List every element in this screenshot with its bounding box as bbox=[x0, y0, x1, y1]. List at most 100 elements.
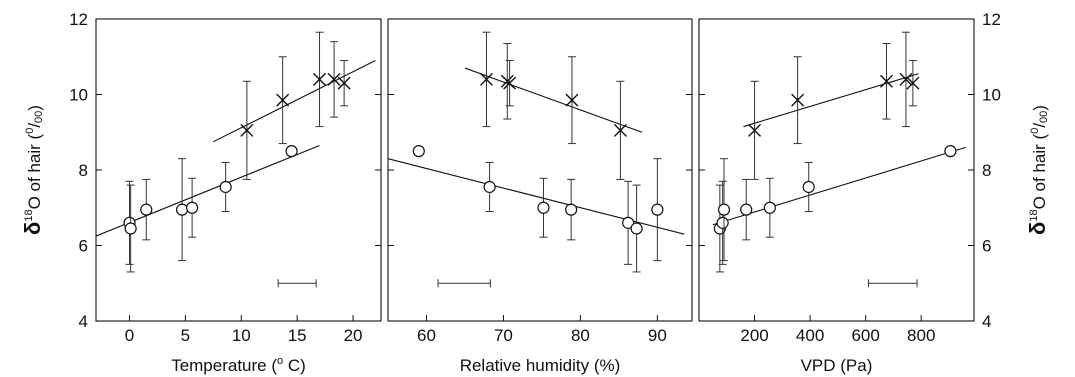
y-tick-label: 8 bbox=[79, 161, 88, 180]
y-axis-label-text: ) bbox=[25, 105, 44, 111]
y-tick-label: 10 bbox=[69, 86, 88, 105]
x-axis-label-text: C) bbox=[283, 356, 306, 375]
y-tick-label: 6 bbox=[982, 237, 991, 256]
y-tick-label: 10 bbox=[982, 86, 1001, 105]
x-tick-label: 80 bbox=[571, 326, 590, 345]
data-point-cross bbox=[906, 76, 920, 90]
data-point-cross bbox=[327, 72, 341, 86]
y-axis-label: δ18O of hair (0/00) bbox=[20, 105, 45, 235]
data-point-cross-stroke bbox=[337, 76, 351, 90]
data-point-cross-stroke bbox=[791, 93, 805, 107]
y-axis-label-superscript: 18 bbox=[23, 209, 35, 221]
data-point-circle bbox=[740, 203, 753, 216]
data-point-circle bbox=[717, 203, 731, 216]
data-point-cross bbox=[748, 123, 762, 137]
data-point-cross bbox=[313, 72, 327, 86]
data-point-cross-stroke bbox=[327, 72, 341, 86]
data-point-cross bbox=[565, 93, 579, 107]
x-tick-label: 600 bbox=[851, 326, 879, 345]
data-point-cross-stroke bbox=[480, 72, 494, 86]
data-point-circle bbox=[537, 201, 550, 214]
x-axis-label: Temperature (o C) bbox=[171, 355, 306, 375]
data-point-cross-stroke bbox=[313, 72, 327, 86]
y-tick-label: 12 bbox=[69, 10, 88, 29]
x-axis-label: Relative humidity (%) bbox=[460, 356, 621, 375]
data-point-circle bbox=[802, 180, 815, 194]
x-axis-label-text: Temperature ( bbox=[171, 356, 277, 375]
data-point-cross bbox=[337, 76, 351, 90]
data-point-circle bbox=[219, 180, 232, 194]
data-point-cross bbox=[880, 74, 893, 88]
x-axis-label-degree: o bbox=[277, 355, 283, 367]
y-axis-label-delta: δ bbox=[20, 222, 45, 235]
y-tick-label: 4 bbox=[982, 312, 991, 331]
data-point-cross-stroke bbox=[276, 93, 290, 107]
x-axis-label: VPD (Pa) bbox=[801, 356, 873, 375]
data-point-circle bbox=[285, 145, 298, 158]
y-axis-label-text: ) bbox=[1030, 105, 1049, 111]
data-point-cross-stroke bbox=[880, 74, 893, 88]
regression-line bbox=[464, 67, 643, 133]
x-tick-label: 90 bbox=[648, 326, 667, 345]
plot-frame bbox=[95, 18, 382, 322]
data-point-circle bbox=[140, 203, 153, 216]
y-axis-label-delta: δ bbox=[1025, 222, 1050, 235]
data-point-circle bbox=[716, 216, 729, 229]
y-tick-label: 6 bbox=[79, 237, 88, 256]
data-point-cross-stroke bbox=[748, 123, 762, 137]
data-point-cross-stroke bbox=[240, 123, 254, 137]
y-tick-label: 8 bbox=[982, 161, 991, 180]
regression-line bbox=[213, 60, 376, 143]
data-point-circle bbox=[175, 203, 189, 216]
y-axis-label-permil-slash: / bbox=[25, 123, 44, 128]
regression-line bbox=[743, 73, 919, 128]
data-point-circle bbox=[565, 203, 578, 216]
y-axis-label-text: O of hair ( bbox=[25, 133, 44, 209]
data-point-circle bbox=[412, 145, 425, 158]
data-point-circle bbox=[124, 222, 137, 235]
x-tick-label: 200 bbox=[740, 326, 768, 345]
data-point-cross bbox=[240, 123, 254, 137]
y-axis-label-text: O of hair ( bbox=[1030, 133, 1049, 209]
x-tick-label: 15 bbox=[288, 326, 307, 345]
data-point-cross-stroke bbox=[906, 76, 920, 90]
x-tick-label: 800 bbox=[907, 326, 935, 345]
y-tick-label: 4 bbox=[79, 312, 88, 331]
y-axis-label-superscript: 18 bbox=[1028, 209, 1040, 221]
data-point-cross bbox=[503, 76, 517, 90]
x-tick-label: 5 bbox=[181, 326, 190, 345]
data-point-cross bbox=[791, 93, 805, 107]
chart-panel-3: 200 400 600 800 4 6 8 10 12 VPD (Pa) δ18O of hair … bbox=[698, 10, 1050, 375]
data-point-circle bbox=[186, 201, 199, 214]
data-point-circle bbox=[622, 216, 635, 229]
y-tick-label: 12 bbox=[982, 10, 1001, 29]
y-axis-label-permil-bottom: 00 bbox=[1038, 111, 1050, 123]
plot-frame bbox=[698, 18, 975, 322]
chart-panel-2: 60 70 80 90 Relative humidity (%) bbox=[387, 18, 693, 375]
data-point-cross-stroke bbox=[503, 76, 517, 90]
y-axis-label-permil-slash: / bbox=[1030, 123, 1049, 128]
x-tick-label: 400 bbox=[796, 326, 824, 345]
data-point-cross bbox=[276, 93, 290, 107]
data-point-cross bbox=[613, 123, 627, 137]
data-point-circle bbox=[483, 180, 496, 194]
y-axis-label: δ18O of hair (0/00) bbox=[1025, 105, 1050, 235]
data-point-circle bbox=[630, 222, 643, 235]
data-point-circle bbox=[763, 201, 776, 214]
x-tick-label: 70 bbox=[494, 326, 513, 345]
x-tick-label: 10 bbox=[232, 326, 251, 345]
data-point-circle bbox=[651, 203, 664, 216]
regression-line bbox=[387, 158, 685, 235]
data-point-cross bbox=[899, 72, 913, 86]
data-point-cross-stroke bbox=[565, 93, 579, 107]
x-tick-label: 60 bbox=[417, 326, 436, 345]
data-point-cross bbox=[480, 72, 494, 86]
y-axis-label-permil-top: 0 bbox=[24, 128, 36, 134]
y-axis-label-permil-top: 0 bbox=[1029, 128, 1041, 134]
data-point-cross-stroke bbox=[613, 123, 627, 137]
chart-panel-1: 0 5 10 15 20 4 6 8 10 12 Temperature (o C) δ18O of … bbox=[20, 10, 382, 375]
x-tick-label: 20 bbox=[344, 326, 363, 345]
data-point-circle bbox=[944, 145, 957, 158]
